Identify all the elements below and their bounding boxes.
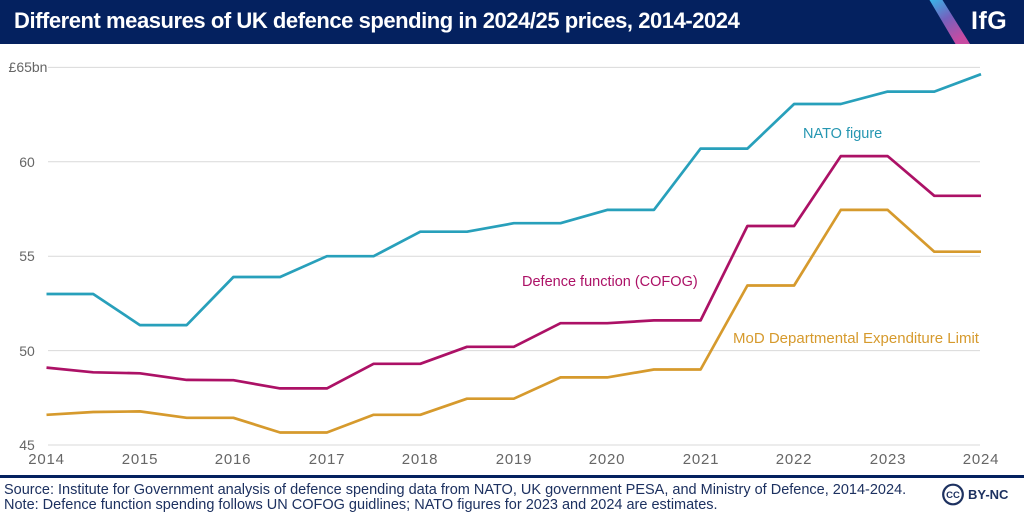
svg-text:BY-NC: BY-NC [968, 487, 1009, 502]
svg-text:CC: CC [946, 490, 960, 501]
